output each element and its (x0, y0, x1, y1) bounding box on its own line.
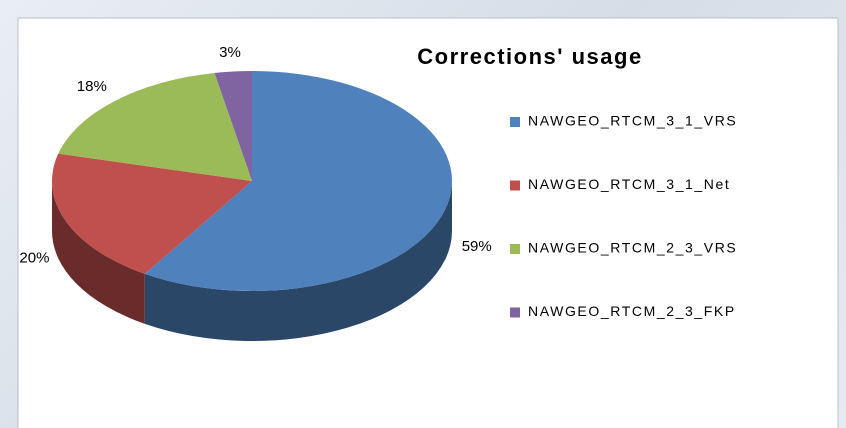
legend-label: NAWGEO_RTCM_2_3_VRS (528, 240, 737, 256)
data-label: 20% (19, 249, 49, 266)
data-label: 18% (77, 78, 107, 95)
data-label: 3% (219, 44, 241, 61)
legend-swatch (510, 180, 520, 191)
chart-title: Corrections' usage (417, 44, 642, 69)
slice-side (144, 181, 452, 341)
slice (214, 71, 252, 181)
legend-label: NAWGEO_RTCM_3_1_VRS (528, 113, 737, 129)
slice-side (52, 181, 145, 324)
legend-swatch (510, 307, 520, 318)
data-label: 59% (462, 238, 492, 255)
slice (51, 153, 252, 274)
slice (58, 72, 252, 181)
legend-swatch (510, 244, 520, 254)
legend-label: NAWGEO_RTCM_2_3_FKP (528, 303, 736, 319)
legend-swatch (510, 117, 520, 127)
legend-label: NAWGEO_RTCM_3_1_Net (528, 176, 730, 192)
slice (144, 71, 453, 292)
